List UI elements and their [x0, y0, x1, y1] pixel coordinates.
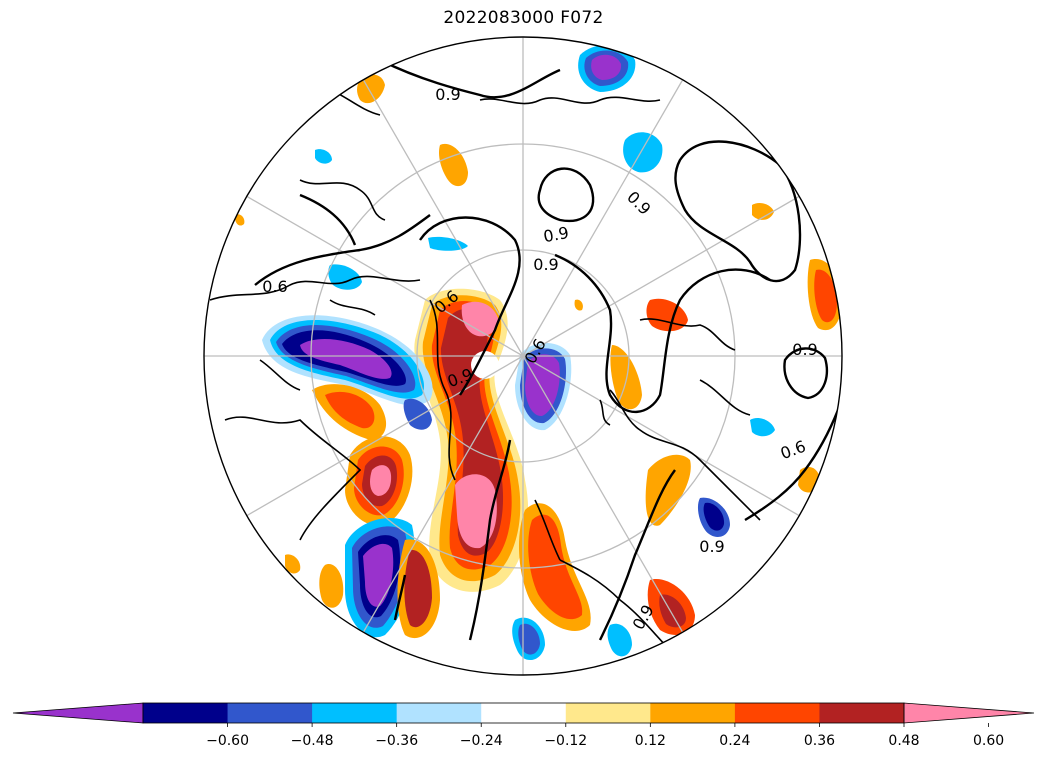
- contour-label: 0.9: [435, 85, 460, 104]
- colorbar-tick-label: −0.48: [291, 733, 334, 749]
- colorbar-segment: [819, 703, 905, 723]
- colorbar-tick-label: 0.60: [973, 733, 1004, 749]
- map-content: 0.9 0.9 0.9 0.9 0.9 0.9 0.9 0.9 0.6 0.6 …: [204, 37, 842, 675]
- colorbar-ticks: −0.60 −0.48 −0.36 −0.24 −0.12 0.12 0.24 0.36 0.4…: [206, 723, 1004, 749]
- coastlines: [209, 89, 761, 651]
- colorbar-segment: [481, 703, 567, 723]
- negative-anomaly-siberia: [623, 132, 663, 173]
- colorbar-extend-min: [12, 702, 144, 724]
- colorbar-segment: [565, 703, 651, 723]
- colorbar-tick-label: −0.24: [460, 733, 503, 749]
- colorbar-segment: [734, 703, 820, 723]
- contour-label: 0.9: [699, 537, 724, 556]
- colorbar-tick-label: −0.36: [375, 733, 418, 749]
- colorbar-tick-label: 0.36: [804, 733, 835, 749]
- contour-label: 0.9: [542, 223, 570, 246]
- colorbar-outline: [142, 702, 905, 724]
- polar-map: 0.9 0.9 0.9 0.9 0.9 0.9 0.9 0.9 0.6 0.6 …: [203, 36, 843, 676]
- colorbar-tick-label: −0.60: [206, 733, 249, 749]
- colorbar-segments: [12, 702, 1035, 724]
- colorbar-segment: [650, 703, 736, 723]
- colorbar-tick-label: 0.12: [635, 733, 666, 749]
- colorbar-tick-label: 0.24: [719, 733, 750, 749]
- anomaly-shading: [234, 44, 842, 661]
- contour-label: 0.9: [792, 340, 817, 359]
- graticule: [204, 37, 842, 675]
- contour-label: 0.9: [533, 255, 558, 274]
- colorbar-tick-label: −0.12: [544, 733, 587, 749]
- colorbar-tick-label: 0.48: [888, 733, 919, 749]
- map-boundary: [203, 36, 843, 676]
- contour-label-alt: 0.6: [262, 277, 287, 296]
- colorbar-segment: [396, 703, 482, 723]
- colorbar-segment: [143, 703, 229, 723]
- map-title: 2022083000 F072: [443, 8, 604, 28]
- colorbar-segment: [312, 703, 398, 723]
- colorbar-segment: [227, 703, 313, 723]
- contour-lines: [254, 58, 842, 641]
- colorbar-extend-max: [903, 702, 1035, 724]
